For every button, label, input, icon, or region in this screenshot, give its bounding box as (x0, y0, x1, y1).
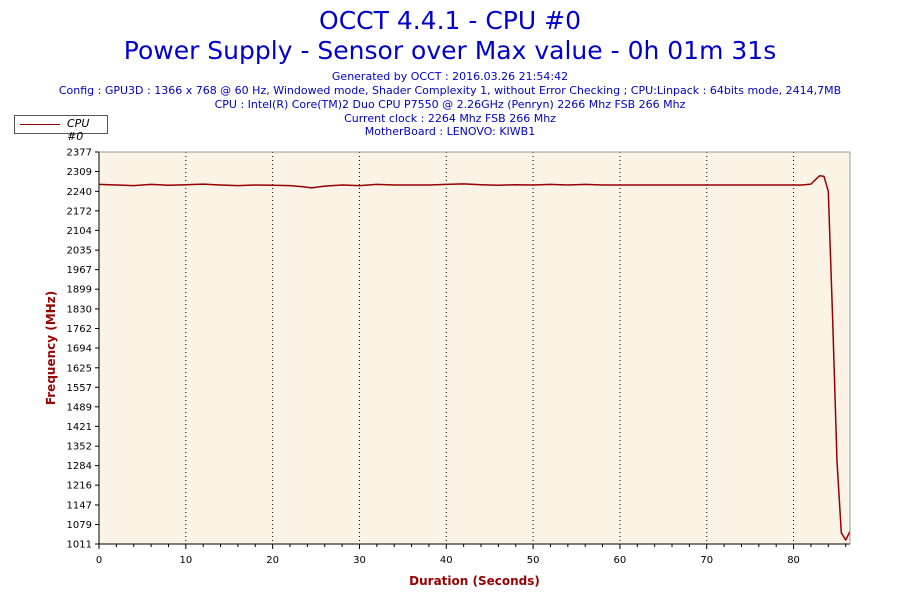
y-axis-label: Frequency (MHz) (44, 291, 58, 405)
x-tick-label: 10 (179, 555, 192, 566)
legend-swatch (20, 124, 60, 125)
x-tick-label: 40 (440, 555, 453, 566)
y-tick-label: 2104 (67, 226, 92, 237)
y-tick-label: 2035 (67, 246, 92, 257)
x-tick-label: 50 (527, 555, 540, 566)
y-tick-label: 1489 (67, 402, 92, 413)
clock-info: Current clock : 2264 Mhz FSB 266 Mhz (344, 112, 556, 125)
y-tick-label: 1557 (67, 383, 92, 394)
y-tick-label: 1284 (67, 461, 92, 472)
y-tick-label: 1830 (67, 304, 92, 315)
series-line-cpu-0 (98, 175, 851, 541)
x-tick-label: 80 (787, 555, 800, 566)
y-tick-label: 1967 (67, 265, 92, 276)
legend: CPU #0 (14, 115, 108, 143)
y-tick-label: 1079 (67, 520, 92, 531)
x-tick-label: 60 (614, 555, 627, 566)
x-axis-label: Duration (Seconds) (409, 574, 540, 588)
config-info: Config : GPU3D : 1366 x 768 @ 60 Hz, Win… (58, 84, 842, 97)
y-tick-label: 1625 (67, 363, 92, 374)
y-tick-label: 2309 (67, 167, 92, 178)
chart-title: OCCT 4.4.1 - CPU #0 (319, 6, 581, 35)
y-tick-label: 1762 (67, 324, 92, 335)
y-tick-label: 1147 (67, 500, 92, 511)
generated-info: Generated by OCCT : 2016.03.26 21:54:42 (331, 70, 569, 83)
y-tick-label: 2240 (67, 187, 92, 198)
x-tick-label: 30 (353, 555, 366, 566)
chart-subtitle: Power Supply - Sensor over Max value - 0… (123, 36, 777, 65)
y-tick-label: 1899 (67, 285, 92, 296)
y-tick-label: 1694 (67, 344, 92, 355)
plot-background (99, 152, 850, 544)
motherboard-info: MotherBoard : LENOVO: KIWB1 (364, 125, 536, 138)
x-tick-label: 20 (266, 555, 279, 566)
y-tick-label: 1216 (67, 481, 92, 492)
y-tick-label: 1421 (67, 422, 92, 433)
x-tick-label: 0 (96, 555, 102, 566)
cpu-info: CPU : Intel(R) Core(TM)2 Duo CPU P7550 @… (214, 98, 686, 111)
legend-label: CPU #0 (67, 117, 90, 143)
y-tick-label: 1352 (67, 442, 92, 453)
y-tick-label: 2377 (67, 148, 92, 159)
y-tick-label: 1011 (67, 540, 92, 551)
y-tick-label: 2172 (67, 206, 92, 217)
x-tick-label: 70 (700, 555, 713, 566)
